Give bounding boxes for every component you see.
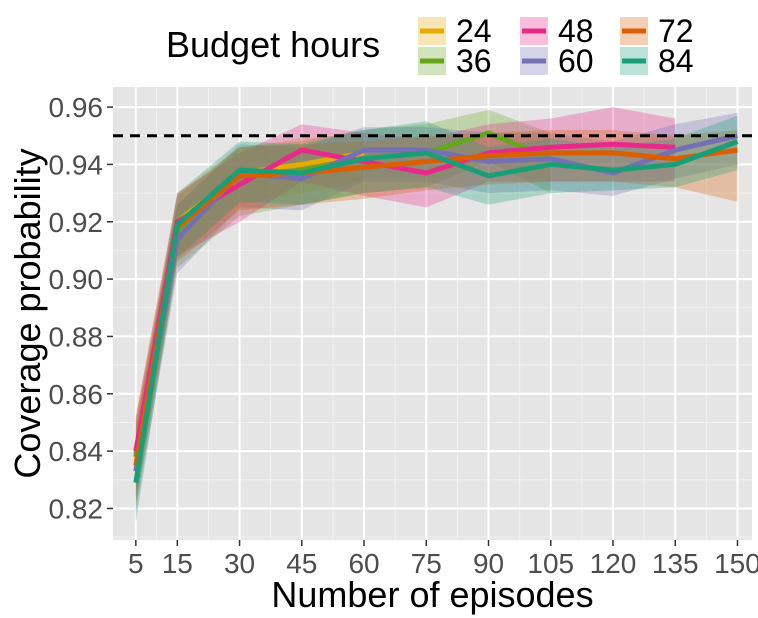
y-tick-label: 0.86 <box>49 379 104 410</box>
x-tick-label: 135 <box>652 548 699 579</box>
line-72 <box>133 147 738 466</box>
y-tick-label: 0.84 <box>49 436 104 467</box>
ribbon-72 <box>135 130 738 506</box>
y-tick-label: 0.90 <box>49 264 104 295</box>
y-tick-label: 0.92 <box>49 207 104 238</box>
y-tick-label: 0.96 <box>49 92 104 123</box>
x-tick-label: 75 <box>411 548 442 579</box>
x-tick-label: 120 <box>590 548 637 579</box>
y-tick-label: 0.82 <box>49 493 104 524</box>
x-tick-label: 5 <box>128 548 144 579</box>
x-tick-label: 105 <box>527 548 574 579</box>
x-tick-label: 150 <box>714 548 758 579</box>
y-tick-label: 0.88 <box>49 321 104 352</box>
x-tick-label: 45 <box>286 548 317 579</box>
ribbon-60 <box>135 112 738 512</box>
legend-title: Budget hours <box>166 24 380 65</box>
x-tick-label: 30 <box>224 548 255 579</box>
series-lines <box>133 130 739 484</box>
y-tick-label: 0.94 <box>49 149 104 180</box>
legend-label-84: 84 <box>658 43 694 79</box>
legend-label-48: 48 <box>558 13 594 49</box>
line-84 <box>133 139 739 484</box>
legend-label-36: 36 <box>456 43 492 79</box>
ribbon-36 <box>135 109 551 503</box>
x-tick-label: 60 <box>348 548 379 579</box>
legend-label-72: 72 <box>658 13 694 49</box>
x-tick-label: 90 <box>473 548 504 579</box>
x-axis-title: Number of episodes <box>271 574 593 615</box>
legend-label-24: 24 <box>456 13 492 49</box>
legend-label-60: 60 <box>558 43 594 79</box>
axes: 0.82 0.84 0.86 0.88 0.90 0.92 0.94 0.96 5 15 30 45 6… <box>49 92 758 579</box>
x-tick-label: 15 <box>162 548 193 579</box>
y-axis-title: Coverage probability <box>7 148 48 478</box>
